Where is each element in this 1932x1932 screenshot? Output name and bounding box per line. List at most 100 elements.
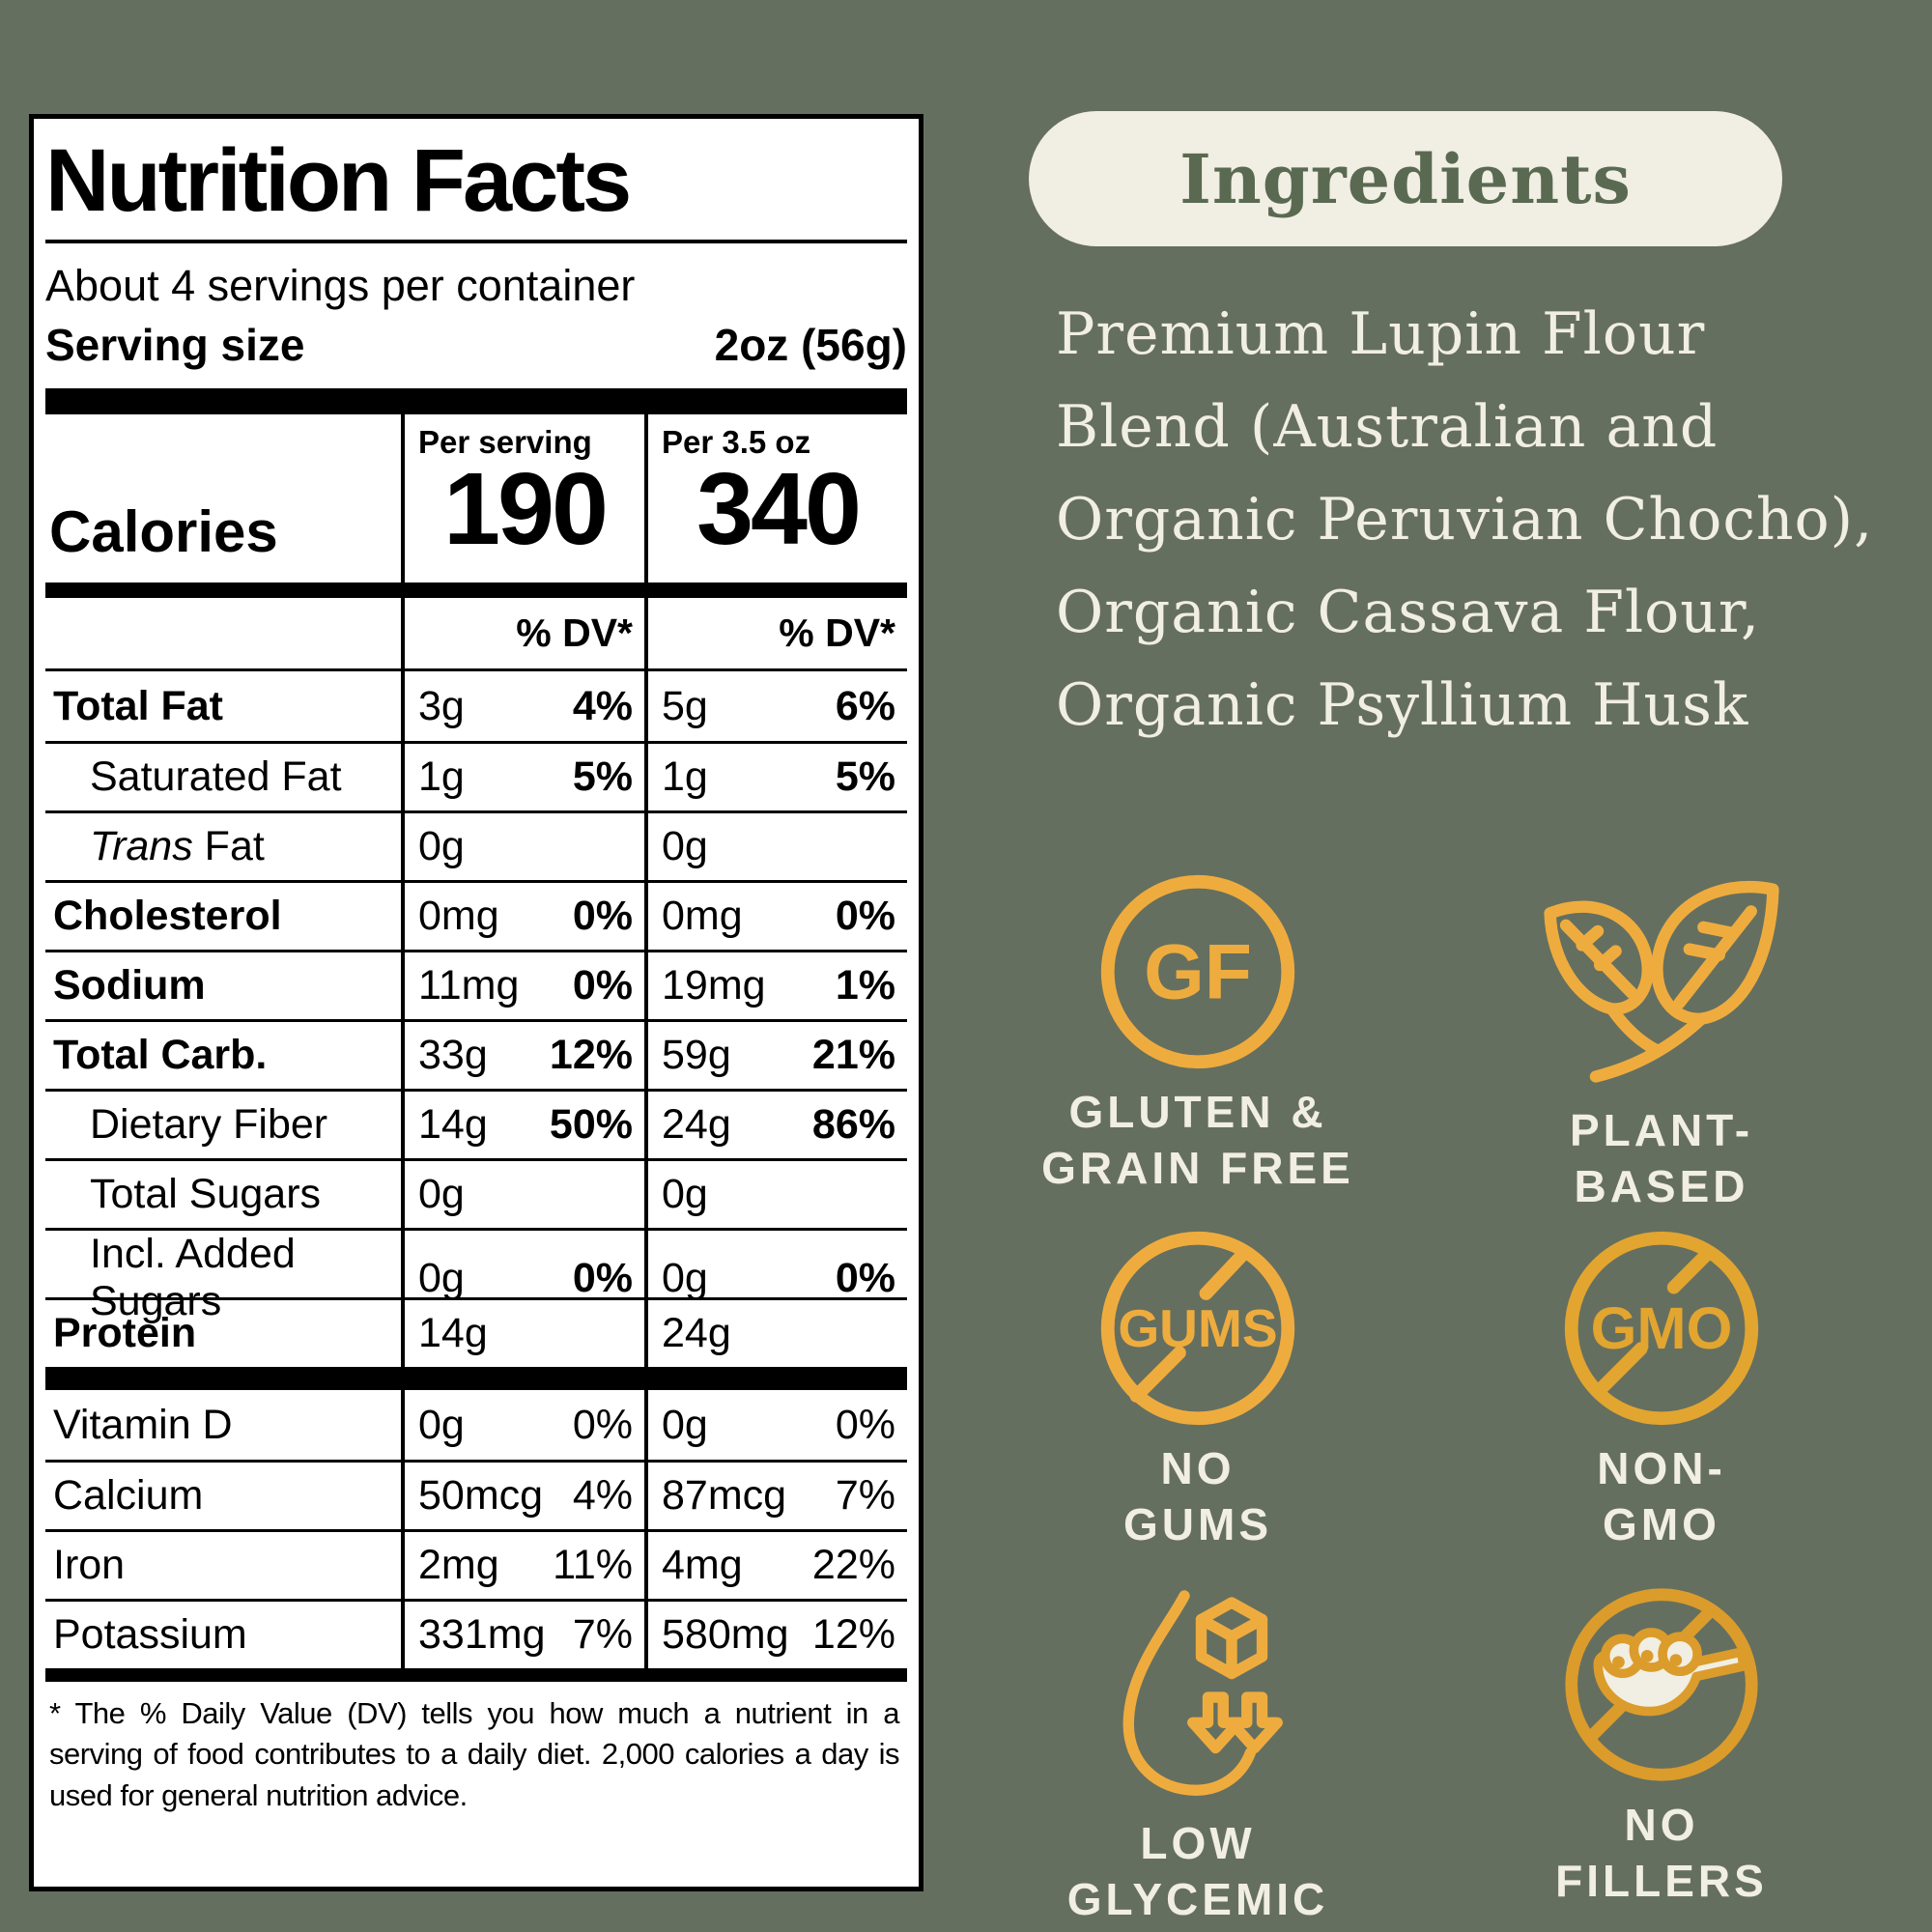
dv-percent: 6% bbox=[835, 682, 895, 729]
dv-percent: 7% bbox=[572, 1611, 633, 1658]
table-row: Incl. Added Sugars 0g 0% 0g 0% bbox=[45, 1228, 907, 1325]
badge-label-line: GRAIN FREE bbox=[1041, 1143, 1354, 1194]
nutrient-name: Calcium bbox=[53, 1472, 204, 1519]
thick-divider bbox=[45, 388, 907, 414]
badge-label-line: GLYCEMIC bbox=[1066, 1874, 1329, 1925]
amount: 14g bbox=[418, 1101, 488, 1148]
badge-icon-box: GUMS bbox=[1095, 1226, 1300, 1431]
badge-label-line: GLUTEN & bbox=[1068, 1087, 1327, 1137]
amount: 33g bbox=[418, 1032, 488, 1078]
badge-label: NON- GMO bbox=[1597, 1440, 1726, 1553]
dv-header-portion: % DV* bbox=[644, 598, 907, 668]
serving-values: 0mg 0% bbox=[401, 883, 644, 950]
badge-label: NO GUMS bbox=[1123, 1440, 1272, 1553]
gluten-free-icon: GF bbox=[1100, 874, 1295, 1069]
serving-values: 0g 0% bbox=[401, 1231, 644, 1325]
table-row: Sodium 11mg 0% 19mg 1% bbox=[45, 950, 907, 1019]
table-row: Potassium 331mg 7% 580mg 12% bbox=[45, 1599, 907, 1668]
ingredients-line: Organic Cassava Flour, bbox=[1056, 579, 1761, 646]
table-row: Total Sugars 0g 0g bbox=[45, 1158, 907, 1228]
amount: 0g bbox=[418, 1171, 465, 1217]
dv-percent: 4% bbox=[572, 682, 633, 729]
amount: 0g bbox=[662, 1401, 708, 1448]
nutrient-name: Sodium bbox=[53, 962, 206, 1009]
amount: 4mg bbox=[662, 1542, 743, 1588]
dv-percent: 21% bbox=[811, 1032, 895, 1078]
dv-percent: 0% bbox=[572, 962, 633, 1009]
spacer bbox=[45, 598, 401, 668]
ingredients-line: Organic Peruvian Chocho), bbox=[1056, 486, 1874, 554]
nutrient-name: Saturated Fat bbox=[90, 753, 342, 800]
divider bbox=[45, 240, 907, 243]
amount: 0g bbox=[418, 1254, 465, 1301]
badge-label-line: PLANT- bbox=[1569, 1105, 1754, 1155]
serving-values: 33g 12% bbox=[401, 1022, 644, 1089]
nutrition-facts-panel: Nutrition Facts About 4 servings per con… bbox=[29, 114, 923, 1891]
dv-percent: 1% bbox=[835, 962, 895, 1009]
ingredients-line: Premium Lupin Flour bbox=[1056, 300, 1706, 368]
daily-value-header-row: % DV* % DV* bbox=[45, 598, 907, 671]
table-row: Trans Fat 0g 0g bbox=[45, 810, 907, 880]
badge-label-line: NON- bbox=[1597, 1443, 1726, 1493]
amount: 0g bbox=[418, 1401, 465, 1448]
badge-non-gmo: GMO NON- GMO bbox=[1439, 1226, 1884, 1549]
badge-label-line: GUMS bbox=[1123, 1499, 1272, 1550]
badge-no-gums: GUMS NO GUMS bbox=[976, 1226, 1420, 1549]
dv-percent: 0% bbox=[572, 893, 633, 939]
dv-percent: 4% bbox=[572, 1472, 633, 1519]
dv-percent: 50% bbox=[549, 1101, 633, 1148]
dv-percent: 12% bbox=[811, 1611, 895, 1658]
portion-values: 0g bbox=[644, 813, 907, 880]
amount: 1g bbox=[662, 753, 708, 800]
serving-size-label: Serving size bbox=[45, 320, 305, 370]
servings-per-container: About 4 servings per container bbox=[45, 261, 636, 310]
calories-per-portion: Per 3.5 oz 340 bbox=[644, 414, 907, 582]
dv-percent: 86% bbox=[811, 1101, 895, 1148]
amount: 11mg bbox=[418, 962, 520, 1009]
nutrient-name: Potassium bbox=[53, 1611, 247, 1658]
table-row: Saturated Fat 1g 5% 1g 5% bbox=[45, 741, 907, 810]
per-portion-header: Per 3.5 oz bbox=[662, 424, 811, 460]
portion-values: 87mcg 7% bbox=[644, 1463, 907, 1529]
serving-values: 2mg 11% bbox=[401, 1532, 644, 1599]
dv-header-serving: % DV* bbox=[401, 598, 644, 668]
serving-values: 14g 50% bbox=[401, 1092, 644, 1158]
feature-badges: GF GLUTEN & GRAIN FREE bbox=[976, 869, 1884, 1924]
badge-icon-box bbox=[1532, 869, 1791, 1093]
nutrient-name-italic: Trans bbox=[90, 823, 193, 869]
amount: 0g bbox=[662, 1254, 708, 1301]
calories-per-serving: Per serving 190 bbox=[401, 414, 644, 582]
amount: 50mcg bbox=[418, 1472, 544, 1519]
portion-values: 580mg 12% bbox=[644, 1602, 907, 1668]
dv-percent: 0% bbox=[572, 1254, 633, 1301]
nutrient-name: Total Carb. bbox=[53, 1032, 268, 1078]
badge-icon-box: GF bbox=[1095, 869, 1300, 1074]
serving-values: 50mcg 4% bbox=[401, 1463, 644, 1529]
portion-values: 5g 6% bbox=[644, 671, 907, 741]
amount: 14g bbox=[418, 1310, 488, 1356]
portion-values: 24g 86% bbox=[644, 1092, 907, 1158]
portion-values: 4mg 22% bbox=[644, 1532, 907, 1599]
badge-label-line: NO bbox=[1160, 1443, 1236, 1493]
amount: 0g bbox=[662, 823, 708, 869]
serving-values: 3g 4% bbox=[401, 671, 644, 741]
serving-values: 14g bbox=[401, 1300, 644, 1367]
daily-value-footnote: * The % Daily Value (DV) tells you how m… bbox=[49, 1696, 900, 1812]
calories-per-portion-value: 340 bbox=[696, 452, 862, 566]
no-gums-icon: GUMS bbox=[1100, 1231, 1295, 1426]
nutrient-name: Total Fat bbox=[53, 682, 223, 729]
amount: 5g bbox=[662, 682, 708, 729]
badge-icon-box bbox=[1559, 1582, 1764, 1787]
portion-values: 1g 5% bbox=[644, 744, 907, 810]
dv-percent: 5% bbox=[835, 753, 895, 800]
table-row: Iron 2mg 11% 4mg 22% bbox=[45, 1529, 907, 1599]
nutrient-name: Vitamin D bbox=[53, 1401, 233, 1448]
ingredients-line: Blend (Australian and bbox=[1056, 393, 1719, 461]
nutrient-name: Cholesterol bbox=[53, 893, 282, 939]
dv-percent: 0% bbox=[572, 1401, 633, 1448]
serving-values: 0g 0% bbox=[401, 1390, 644, 1460]
per-serving-header: Per serving bbox=[418, 424, 592, 460]
ingredients-heading: Ingredients bbox=[1179, 138, 1632, 219]
calories-per-serving-value: 190 bbox=[443, 452, 609, 566]
badge-gluten-grain-free: GF GLUTEN & GRAIN FREE bbox=[976, 869, 1420, 1193]
